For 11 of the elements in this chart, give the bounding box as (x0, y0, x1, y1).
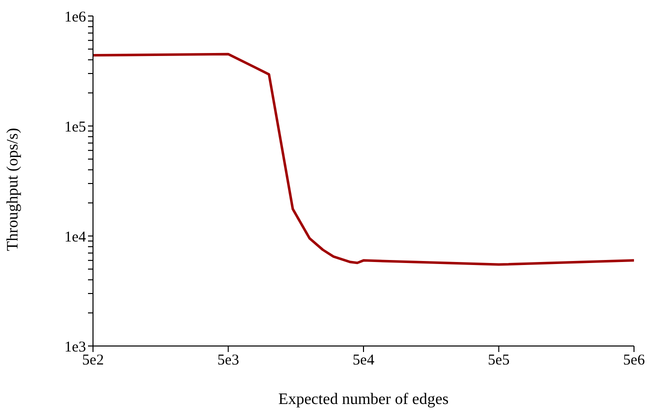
x-tick-label: 5e3 (217, 352, 240, 369)
x-axis-title: Expected number of edges (278, 391, 449, 408)
y-axis-title: Throughput (ops/s) (4, 128, 22, 251)
x-tick-label: 5e2 (82, 352, 104, 369)
y-tick-label: 1e4 (64, 229, 86, 246)
y-tick-label: 1e6 (64, 9, 86, 26)
x-tick-label: 5e4 (352, 352, 375, 369)
x-tick-label: 5e6 (623, 352, 646, 369)
y-tick-label: 1e3 (64, 339, 86, 356)
y-tick-label: 1e5 (64, 119, 86, 136)
x-tick-label: 5e5 (488, 352, 510, 369)
